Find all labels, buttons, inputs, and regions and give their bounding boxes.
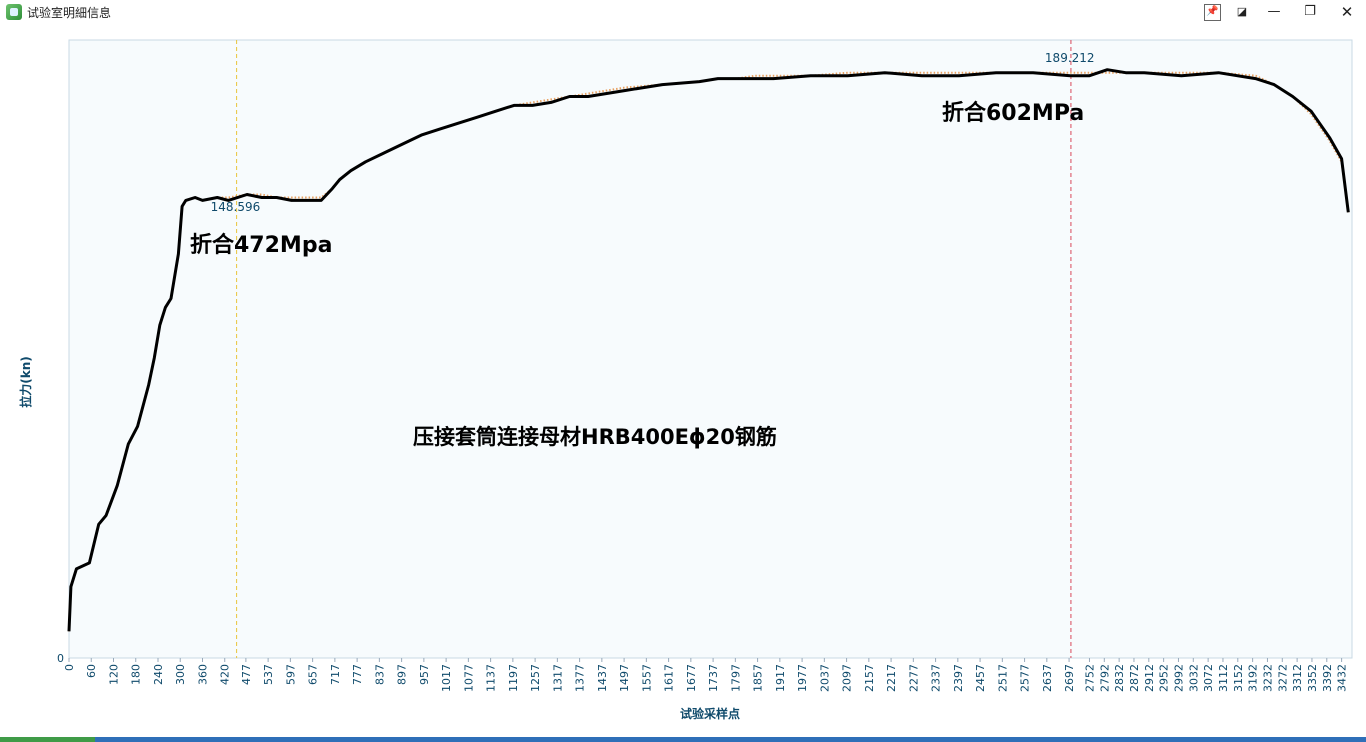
series-annotation-1: 折合472Mpa [190, 232, 332, 258]
minimize-button[interactable]: — [1267, 4, 1281, 19]
maximize-button[interactable]: ❐ [1304, 4, 1316, 19]
x-tick-label: 1317 [551, 664, 564, 692]
x-tick-label: 360 [197, 664, 210, 685]
tension-chart: 0 60 120 180 240 300 360 420 477 537 597 657 717 777 8… [18, 39, 1353, 721]
plot-area [68, 39, 1353, 659]
float-button[interactable]: ◪ [1236, 5, 1248, 18]
x-tick-label: 2157 [863, 664, 876, 692]
x-tick-label: 1137 [485, 664, 498, 692]
x-tick-label: 1857 [752, 664, 765, 692]
close-button[interactable]: ✕ [1340, 3, 1354, 21]
x-tick-label: 2517 [996, 664, 1009, 692]
x-tick-label: 1917 [774, 664, 787, 692]
x-tick-label: 3312 [1291, 664, 1304, 692]
x-tick-label: 2397 [952, 664, 965, 692]
x-tick-label: 180 [130, 664, 143, 685]
x-tick-label: 3432 [1336, 664, 1349, 692]
x-tick-label: 240 [152, 664, 165, 685]
x-tick-label: 2697 [1063, 664, 1076, 692]
x-tick-label: 2217 [885, 664, 898, 692]
x-tick-label: 1617 [663, 664, 676, 692]
x-tick-label: 537 [262, 664, 275, 685]
x-tick-label: 957 [418, 664, 431, 685]
x-tick-label: 2637 [1041, 664, 1054, 692]
x-tick-label: 0 [63, 664, 76, 671]
x-tick-label: 2832 [1113, 664, 1126, 692]
x-tick-label: 897 [396, 664, 409, 685]
taskbar-start[interactable] [0, 737, 95, 742]
x-tick-label: 3072 [1202, 664, 1215, 692]
x-tick-label: 477 [240, 664, 253, 685]
x-tick-label: 2792 [1098, 664, 1111, 692]
x-tick-label: 2277 [907, 664, 920, 692]
x-tick-label: 2577 [1019, 664, 1032, 692]
window-titlebar: 试验室明細信息 📌 ◪ — ❐ ✕ [0, 0, 1366, 26]
x-tick-label: 1017 [440, 664, 453, 692]
x-tick-label: 1797 [729, 664, 742, 692]
x-tick-label: 2912 [1143, 664, 1156, 692]
pin-button[interactable]: 📌 [1204, 4, 1221, 21]
window-title: 试验室明細信息 [27, 6, 112, 20]
x-tick-label: 3272 [1276, 664, 1289, 692]
x-tick-label: 657 [307, 664, 320, 685]
x-tick-label: 597 [284, 664, 297, 685]
app-icon [6, 4, 22, 20]
x-tick-label: 3032 [1187, 664, 1200, 692]
x-tick-label: 2752 [1084, 664, 1097, 692]
x-tick-label: 1197 [507, 664, 520, 692]
y-tick-label: 0 [57, 652, 64, 665]
x-tick-label: 300 [174, 664, 187, 685]
x-tick-label: 1257 [529, 664, 542, 692]
x-tick-label: 2457 [974, 664, 987, 692]
x-tick-label: 420 [219, 664, 232, 685]
x-tick-label: 837 [373, 664, 386, 685]
x-tick-label: 1377 [574, 664, 587, 692]
series-line-1 [67, 68, 1350, 632]
x-tick-label: 1077 [462, 664, 475, 692]
x-tick-label: 1557 [640, 664, 653, 692]
x-tick-label: 2872 [1128, 664, 1141, 692]
x-tick-label: 1497 [618, 664, 631, 692]
series-line-2 [68, 71, 1350, 632]
x-tick-label: 1437 [596, 664, 609, 692]
x-tick-label: 1677 [685, 664, 698, 692]
x-tick-label: 3152 [1232, 664, 1245, 692]
x-tick-label: 3232 [1262, 664, 1275, 692]
x-tick-label: 60 [85, 664, 98, 678]
x-tick-label: 120 [108, 664, 121, 685]
x-tick-label: 1737 [707, 664, 720, 692]
chart-title: 压接套筒连接母材HRB400Eϕ20钢筋 [413, 425, 777, 449]
x-axis-label: 试验采样点 [680, 706, 740, 721]
y-axis-label: 拉力(kn) [18, 356, 33, 408]
x-tick-label: 777 [351, 664, 364, 685]
x-tick-label: 2037 [818, 664, 831, 692]
series-annotation-2: 折合602MPa [942, 100, 1084, 126]
x-tick-label: 3112 [1217, 664, 1230, 692]
x-tick-label: 2992 [1173, 664, 1186, 692]
x-tick-label: 717 [329, 664, 342, 685]
taskbar [0, 737, 1366, 742]
x-tick-label: 2097 [841, 664, 854, 692]
x-tick-label: 3352 [1306, 664, 1319, 692]
x-tick-label: 3392 [1321, 664, 1334, 692]
marker-value-label-1: 148.596 [211, 200, 261, 214]
x-tick-label: 3192 [1247, 664, 1260, 692]
x-tick-label: 2952 [1158, 664, 1171, 692]
x-tick-label: 2337 [930, 664, 943, 692]
x-tick-label: 1977 [796, 664, 809, 692]
marker-value-label-2: 189.212 [1045, 51, 1095, 65]
